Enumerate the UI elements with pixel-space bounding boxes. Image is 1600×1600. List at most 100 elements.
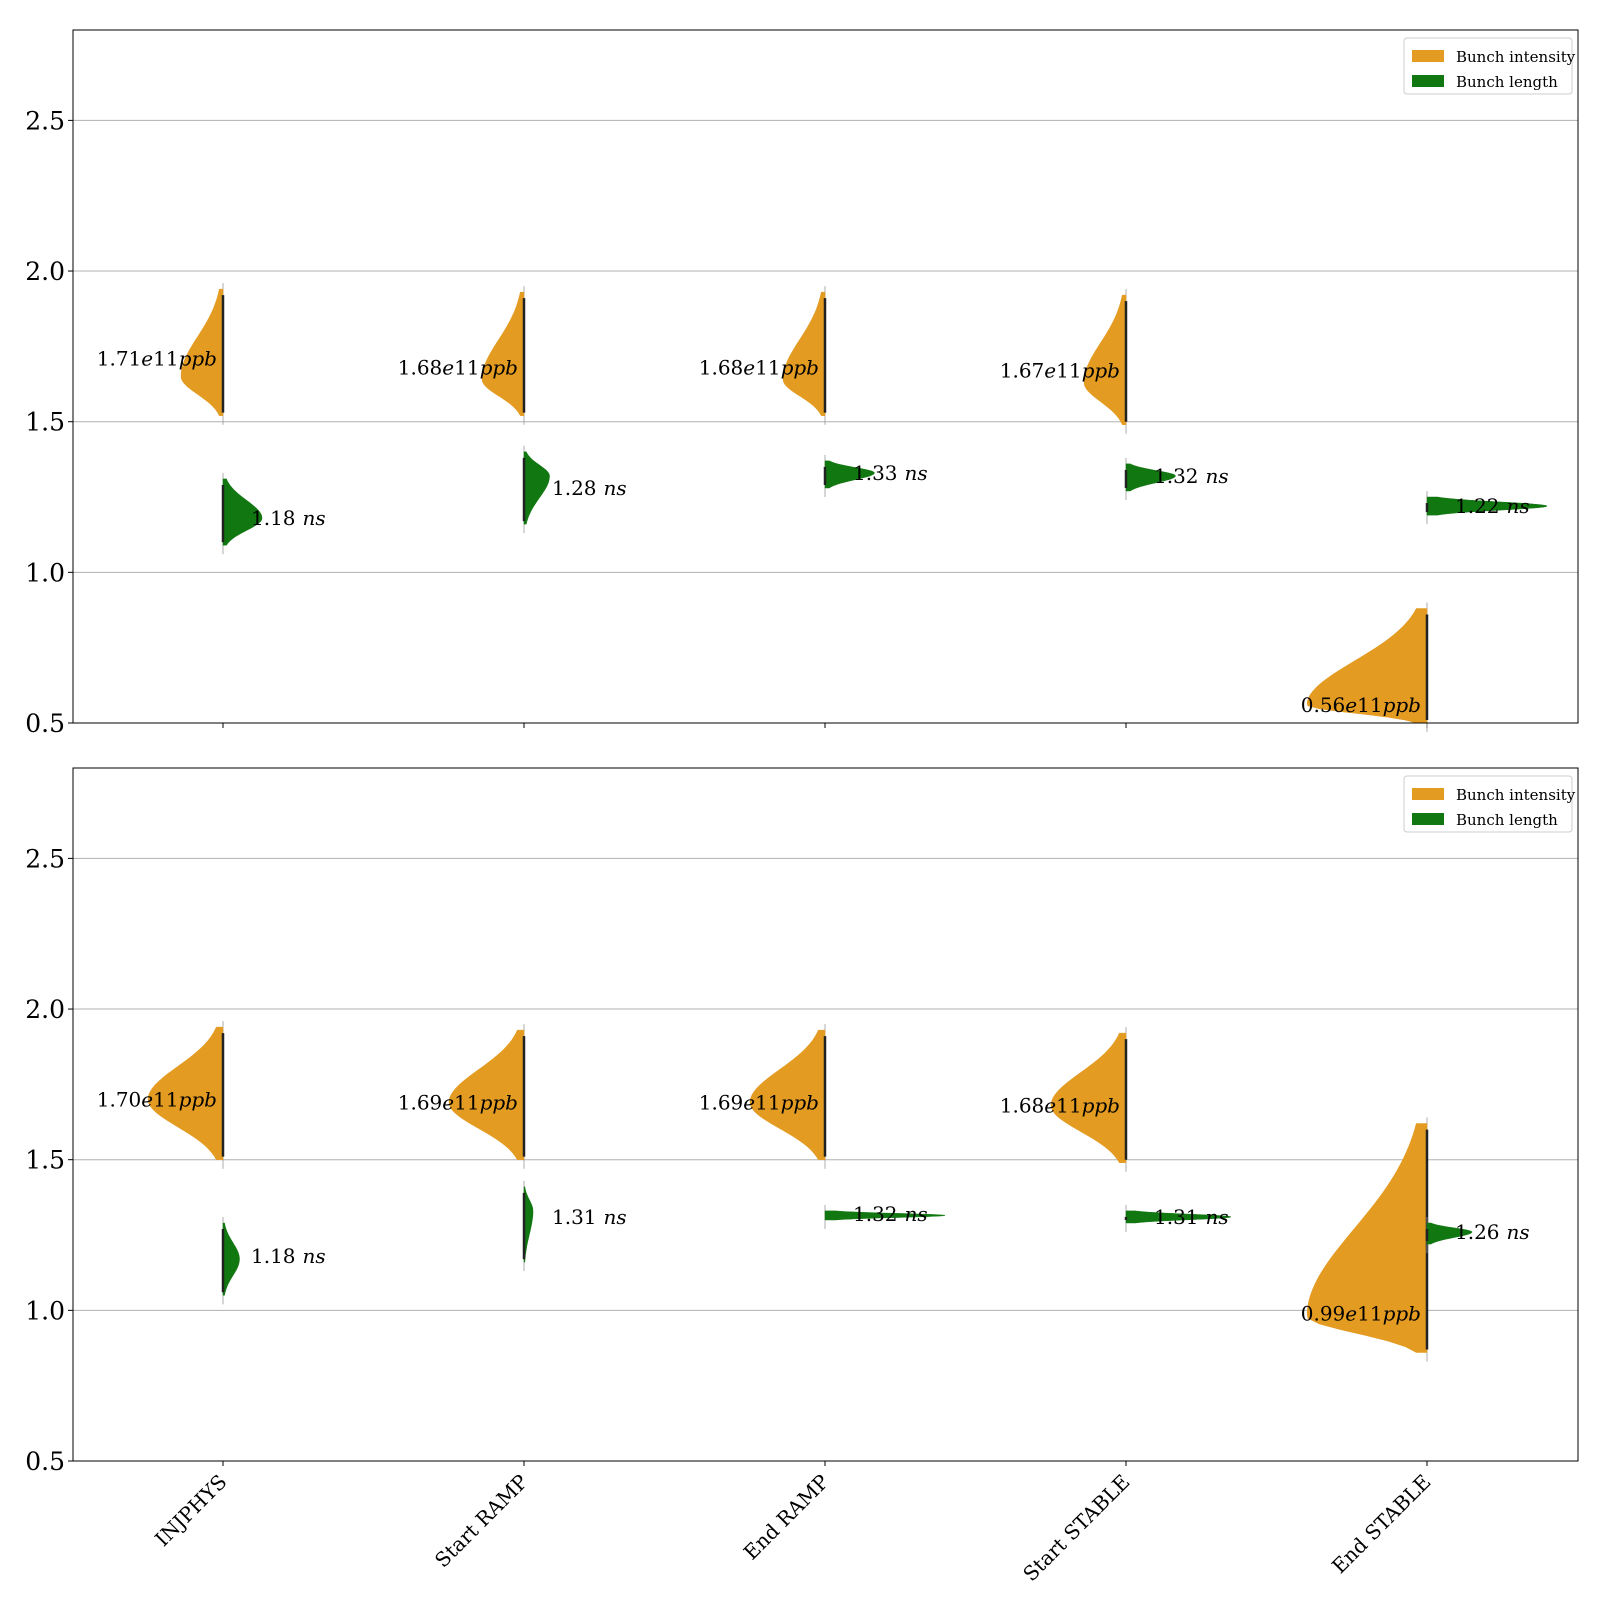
label-part: e — [1345, 1301, 1357, 1325]
label-part: 11 — [1056, 1093, 1081, 1117]
x-category-label: INJPHYS — [150, 1470, 231, 1551]
intensity-value-label: 1.69e11ppb — [398, 1090, 518, 1114]
label-part: ns — [303, 506, 326, 530]
y-tick-label: 2.0 — [25, 995, 65, 1024]
x-category-label: End RAMP — [739, 1470, 834, 1565]
label-part: 1.26 — [1455, 1220, 1500, 1244]
label-part: ns — [1206, 1205, 1229, 1229]
label-part: 0.99 — [1301, 1301, 1346, 1325]
length-violin — [523, 451, 550, 525]
label-part: 11 — [454, 1090, 479, 1114]
label-part: 1.67 — [1000, 358, 1045, 382]
intensity-violin — [147, 1026, 224, 1160]
label-part: 1.69 — [398, 1090, 443, 1114]
intensity-violin — [1083, 294, 1127, 425]
label-part: 1.31 — [552, 1205, 597, 1229]
label-part: ppb — [1082, 1093, 1120, 1117]
plot-frame — [72, 29, 1579, 724]
label-part: 1.32 — [1154, 464, 1199, 488]
intensity-value-label: 1.67e11ppb — [1000, 358, 1120, 382]
label-part: 1.68 — [1000, 1093, 1045, 1117]
label-part: 11 — [1056, 358, 1081, 382]
label-part: ns — [905, 461, 928, 485]
x-category-label: Start STABLE — [1018, 1470, 1134, 1586]
intensity-value-label: 1.68e11ppb — [699, 355, 819, 379]
length-violin — [523, 1186, 534, 1263]
y-tick-label: 0.5 — [25, 709, 65, 738]
legend: Bunch intensity Bunch length — [1403, 37, 1576, 95]
length-violin — [222, 1222, 240, 1296]
legend-swatch-intensity — [1412, 788, 1444, 800]
intensity-value-label: 1.71e11ppb — [97, 346, 217, 370]
legend: Bunch intensity Bunch length — [1403, 775, 1576, 833]
intensity-violin — [448, 1029, 525, 1160]
label-part: ns — [905, 1202, 928, 1226]
intensity-value-label: 0.99e11ppb — [1301, 1301, 1421, 1325]
intensity-violin — [782, 291, 826, 416]
legend-label-intensity: Bunch intensity — [1456, 48, 1576, 66]
intensity-violin — [481, 291, 525, 416]
x-category-label: Start RAMP — [430, 1470, 533, 1573]
label-part: 1.68 — [699, 355, 744, 379]
label-part: ppb — [179, 346, 217, 370]
label-part: ppb — [781, 1090, 819, 1114]
label-part: ns — [1206, 464, 1229, 488]
legend-box — [1403, 775, 1573, 833]
length-value-label: 1.33 ns — [853, 461, 928, 485]
label-part: e — [442, 355, 454, 379]
label-part: 1.18 — [251, 1244, 296, 1268]
label-part: ppb — [1383, 1301, 1421, 1325]
label-part: 1.70 — [97, 1087, 142, 1111]
label-part: 0.56 — [1301, 693, 1346, 717]
y-tick-label: 1.0 — [25, 558, 65, 587]
label-part: 11 — [153, 346, 178, 370]
legend-label-intensity: Bunch intensity — [1456, 786, 1576, 804]
y-tick-label: 0.5 — [25, 1447, 65, 1476]
panel-2: 0.51.01.52.02.51.70e11ppb 1.69e11ppb 1.69e… — [25, 767, 1579, 1476]
label-part: 1.22 — [1455, 494, 1500, 518]
legend-swatch-length — [1412, 75, 1444, 87]
label-part: e — [743, 355, 755, 379]
length-value-label: 1.31 ns — [552, 1205, 627, 1229]
intensity-value-label: 1.69e11ppb — [699, 1090, 819, 1114]
intensity-value-label: 1.68e11ppb — [1000, 1093, 1120, 1117]
label-part: 1.69 — [699, 1090, 744, 1114]
intensity-value-label: 1.68e11ppb — [398, 355, 518, 379]
label-part: ns — [303, 1244, 326, 1268]
length-value-label: 1.18 ns — [251, 1244, 326, 1268]
y-tick-label: 2.0 — [25, 257, 65, 286]
label-part: e — [141, 346, 153, 370]
label-part: 11 — [454, 355, 479, 379]
length-value-label: 1.32 ns — [853, 1202, 928, 1226]
label-part: 11 — [755, 1090, 780, 1114]
y-tick-label: 2.5 — [25, 844, 65, 873]
intensity-violin — [1306, 608, 1428, 724]
y-tick-label: 1.5 — [25, 1146, 65, 1175]
label-part: 11 — [755, 355, 780, 379]
length-violin — [1125, 1210, 1232, 1224]
label-part: ppb — [1383, 693, 1421, 717]
label-part: 1.71 — [97, 346, 142, 370]
legend-swatch-length — [1412, 813, 1444, 825]
label-part: e — [743, 1090, 755, 1114]
legend-label-length: Bunch length — [1456, 73, 1558, 91]
label-part: 1.28 — [552, 476, 597, 500]
label-part: e — [1345, 693, 1357, 717]
panel-1: 0.51.01.52.02.51.71e11ppb 1.68e11ppb 1.68e… — [25, 29, 1579, 738]
intensity-violin — [180, 288, 224, 416]
intensity-violin — [749, 1029, 826, 1160]
legend-swatch-intensity — [1412, 50, 1444, 62]
label-part: ppb — [179, 1087, 217, 1111]
label-part: ppb — [480, 1090, 518, 1114]
y-tick-label: 1.5 — [25, 408, 65, 437]
length-value-label: 1.26 ns — [1455, 1220, 1530, 1244]
legend-box — [1403, 37, 1573, 95]
y-tick-label: 2.5 — [25, 106, 65, 135]
label-part: 1.68 — [398, 355, 443, 379]
label-part: 11 — [153, 1087, 178, 1111]
intensity-violin — [1306, 1123, 1428, 1353]
length-violin — [1125, 463, 1176, 492]
length-value-label: 1.22 ns — [1455, 494, 1530, 518]
length-violin — [824, 460, 875, 489]
label-part: ppb — [781, 355, 819, 379]
